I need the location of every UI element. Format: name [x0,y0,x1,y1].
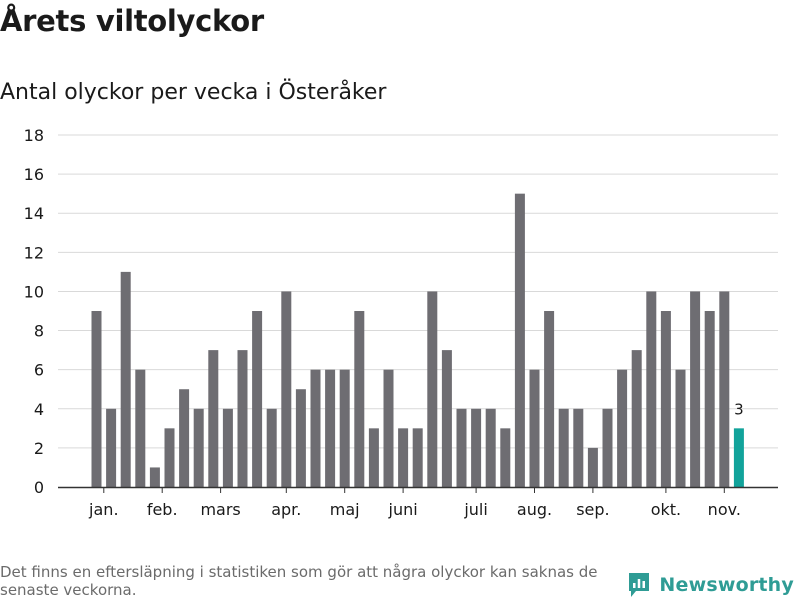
bar [266,408,277,487]
y-tick-label: 16 [24,165,44,184]
bar [164,428,175,487]
x-tick-label: feb. [147,500,178,519]
bar [179,389,190,487]
bar [573,408,584,487]
bar [602,408,613,487]
bar [441,350,452,487]
bar [690,291,701,487]
bar [368,428,379,487]
bar [398,428,409,487]
y-tick-label: 0 [34,478,44,497]
y-tick-label: 14 [24,204,44,223]
bar [91,311,102,487]
bar [587,447,598,487]
x-tick-label: juni [388,500,418,519]
bar-value-label: 3 [734,400,744,418]
bar [325,369,336,487]
bar [193,408,204,487]
y-tick-label: 2 [34,439,44,458]
footnote: Det finns en eftersläpning i statistiken… [0,563,598,599]
chart-bars [91,193,744,487]
x-tick-label: apr. [271,500,301,519]
x-tick-label: juli [463,500,487,519]
bar [719,291,730,487]
bar-labels: 3 [734,400,744,418]
bar [631,350,642,487]
bar [471,408,482,487]
bar [295,389,306,487]
bar [354,311,365,487]
x-tick-label: mars [200,500,240,519]
newsworthy-logo-icon [629,573,650,597]
bar [237,350,248,487]
bar [222,408,233,487]
x-tick-label: jan. [88,500,118,519]
bar-chart: 0 2 4 6 8 10 12 14 16 18 3 jan. feb. mars apr. maj jun… [24,126,778,519]
chart-subtitle: Antal olyckor per vecka i Österåker [0,80,387,105]
bar [646,291,657,487]
y-tick-label: 4 [34,400,44,419]
bar [252,311,263,487]
y-tick-label: 18 [24,126,44,145]
x-tick-label: nov. [708,500,741,519]
brand-name: Newsworthy [659,574,794,596]
y-axis-ticks: 0 2 4 6 8 10 12 14 16 18 [24,126,44,497]
bar [544,311,555,487]
y-tick-label: 6 [34,361,44,380]
y-tick-label: 12 [24,243,44,262]
x-tick-label: aug. [517,500,552,519]
brand-logo[interactable]: Newsworthy [627,570,794,600]
y-tick-label: 10 [24,282,44,301]
bar [558,408,569,487]
bar [310,369,321,487]
bar [704,311,715,487]
x-tick-label: sep. [576,500,609,519]
bar-highlighted [733,428,744,487]
bar [149,467,160,487]
bar [456,408,467,487]
bar [529,369,540,487]
bar [281,291,292,487]
x-tick-label: maj [330,500,360,519]
bar [412,428,423,487]
bar [485,408,496,487]
bar [660,311,671,487]
bar [120,271,131,487]
chart-gridlines [58,134,778,449]
bar [106,408,117,487]
bar [135,369,146,487]
bar [427,291,438,487]
bar [617,369,628,487]
y-tick-label: 8 [34,322,44,341]
bar [339,369,350,487]
bar [675,369,686,487]
x-axis-ticks: jan. feb. mars apr. maj juni juli aug. sep. okt. n… [88,487,741,519]
bar [514,193,525,487]
bar [208,350,219,487]
bar [383,369,394,487]
x-tick-label: okt. [651,500,681,519]
bar [500,428,511,487]
chart-title: Årets viltolyckor [0,4,264,38]
